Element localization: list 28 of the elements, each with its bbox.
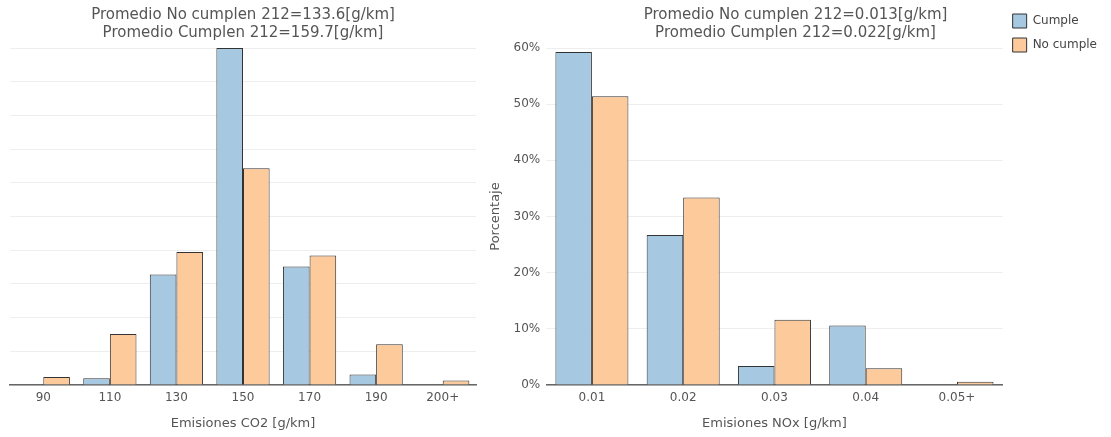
x-tick-label: 150 <box>231 390 255 405</box>
y-tick-label: 40% <box>513 152 541 167</box>
x-tick-label: 0.02 <box>669 390 697 405</box>
x-tick-label: 200+ <box>426 390 460 405</box>
y-tick-label: 0% <box>521 377 541 392</box>
chart-title: Promedio No cumplen 212=0.013[g/km] <box>643 4 948 23</box>
legend-label: No cumple <box>1032 37 1097 52</box>
x-tick-label: 170 <box>298 390 322 405</box>
x-tick-label: 190 <box>364 390 388 405</box>
y-tick-label: 30% <box>513 208 541 223</box>
chart-title: Promedio No cumplen 212=133.6[g/km] <box>91 4 395 23</box>
x-tick-label: 0.04 <box>852 390 880 405</box>
x-tick-label: 0.05+ <box>938 390 976 405</box>
x-tick-label: 130 <box>164 390 188 405</box>
chart-subtitle: Promedio Cumplen 212=159.7[g/km] <box>102 22 384 41</box>
y-axis-title: Porcentaje <box>487 182 503 251</box>
chart-subtitle: Promedio Cumplen 212=0.022[g/km] <box>655 22 936 41</box>
x-axis-title: Emisiones CO2 [g/km] <box>170 414 316 430</box>
legend-label: Cumple <box>1032 13 1079 28</box>
x-tick-label: 90 <box>35 390 51 405</box>
y-tick-label: 20% <box>513 264 541 279</box>
x-axis-title: Emisiones NOx [g/km] <box>702 414 847 430</box>
y-tick-label: 50% <box>513 96 541 111</box>
x-tick-label: 110 <box>98 390 122 405</box>
x-tick-label: 0.01 <box>578 390 606 405</box>
y-tick-label: 10% <box>513 320 541 335</box>
y-tick-label: 60% <box>513 40 541 55</box>
x-tick-label: 0.03 <box>761 390 788 405</box>
